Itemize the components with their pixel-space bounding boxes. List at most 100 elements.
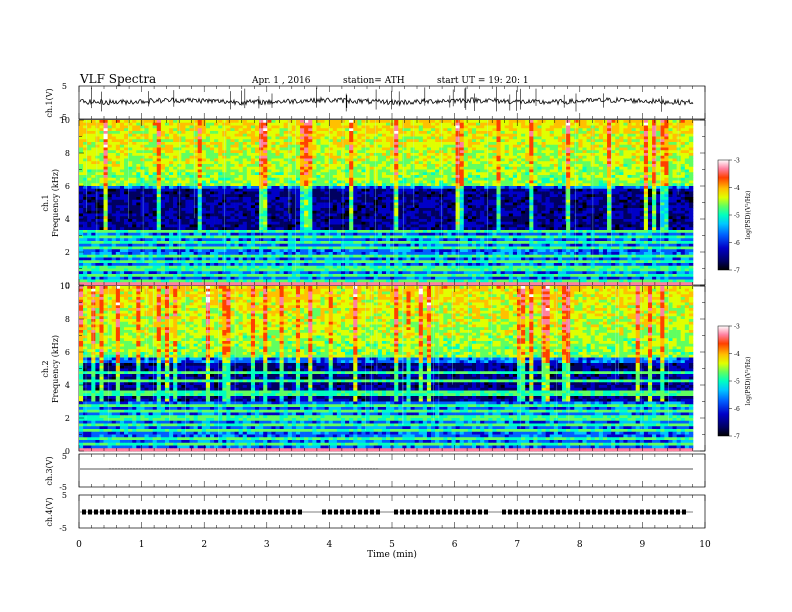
spectrogram-cell [312, 203, 316, 206]
spectrogram-cell [480, 189, 484, 192]
spectrogram-cell [423, 183, 427, 186]
spectrogram-cell [460, 172, 464, 175]
spectrogram-cell [308, 181, 312, 184]
spectrogram-cell [104, 208, 108, 211]
spectrogram-cell [218, 167, 222, 170]
spectrogram-cell [640, 153, 644, 156]
spectrogram-cell [492, 192, 496, 195]
spectrogram-cell [136, 181, 140, 184]
spectrogram-cell [357, 156, 361, 159]
spectrogram-cell [644, 189, 648, 192]
spectrogram-cell [546, 181, 550, 184]
spectrogram-cell [308, 183, 312, 186]
spectrogram-cell [300, 123, 304, 126]
spectrogram-cell [321, 142, 325, 145]
spectrogram-cell [144, 189, 148, 192]
spectrogram-cell [497, 142, 501, 145]
spectrogram-cell [149, 189, 153, 192]
spectrogram-cell [472, 170, 476, 173]
spectrogram-cell [300, 175, 304, 178]
spectrogram-cell [476, 183, 480, 186]
spectrogram-cell [628, 183, 632, 186]
spectrogram-cell [447, 137, 451, 140]
spectrogram-cell [411, 123, 415, 126]
spectrogram-cell [607, 137, 611, 140]
spectrogram-cell [243, 126, 247, 129]
spectrogram-cell [582, 192, 586, 195]
spectrogram-cell [112, 211, 116, 214]
spectrogram-cell [537, 200, 541, 203]
spectrogram-cell [480, 200, 484, 203]
spectrogram-cell [546, 170, 550, 173]
spectrogram-cell [198, 134, 202, 137]
spectrogram-cell [214, 170, 218, 173]
spectrogram-cell [239, 156, 243, 159]
spectrogram-cell [87, 164, 91, 167]
spectrogram-cell [112, 142, 116, 145]
spectrogram-cell [570, 192, 574, 195]
spectrogram-cell [181, 145, 185, 148]
spectrogram-cell [431, 123, 435, 126]
spectrogram-cell [599, 150, 603, 153]
spectrogram-cell [230, 172, 234, 175]
spectrogram-cell [337, 175, 341, 178]
spectrogram-cell [607, 142, 611, 145]
spectrogram-cell [423, 134, 427, 137]
spectrogram-cell [370, 145, 374, 148]
spectrogram-cell [443, 164, 447, 167]
spectrogram-cell [353, 205, 357, 208]
spectrogram-cell [431, 150, 435, 153]
spectrogram-cell [431, 148, 435, 151]
spectrogram-cell [640, 145, 644, 148]
spectrogram-cell [169, 170, 173, 173]
spectrogram-cell [636, 164, 640, 167]
spectrogram-cell [497, 137, 501, 140]
spectrogram-cell [214, 150, 218, 153]
spectrogram-cell [275, 148, 279, 151]
spectrogram-cell [230, 120, 234, 123]
spectrogram-cell [202, 211, 206, 214]
spectrogram-cell [128, 194, 132, 197]
spectrogram-cell [468, 126, 472, 129]
spectrogram-cell [423, 137, 427, 140]
spectrogram-cell [394, 172, 398, 175]
spectrogram-cell [210, 137, 214, 140]
spectrogram-cell [570, 194, 574, 197]
spectrogram-cell [513, 150, 517, 153]
spectrogram-cell [91, 150, 95, 153]
spectrogram-cell [640, 128, 644, 131]
spectrogram-cell [480, 175, 484, 178]
spectrogram-cell [144, 192, 148, 195]
spectrogram-cell [124, 123, 128, 126]
spectrogram-cell [386, 183, 390, 186]
spectrogram-cell [505, 145, 509, 148]
spectrogram-cell [206, 200, 210, 203]
spectrogram-cell [566, 205, 570, 208]
spectrogram-cell [574, 123, 578, 126]
spectrogram-cell [447, 131, 451, 134]
spectrogram-cell [488, 126, 492, 129]
header-start-ut: start UT = 19: 20: 1 [437, 76, 529, 86]
spectrogram-cell [104, 192, 108, 195]
spectrogram-cell [366, 194, 370, 197]
spectrogram-cell [345, 189, 349, 192]
spectrogram-cell [198, 139, 202, 142]
spectrogram-cell [185, 194, 189, 197]
spectrogram-cell [267, 153, 271, 156]
spectrogram-cell [435, 189, 439, 192]
spectrogram-cell [116, 128, 120, 131]
spectrogram-cell [406, 120, 410, 123]
spectrogram-cell [104, 175, 108, 178]
spectrogram-cell [259, 161, 263, 164]
spectrogram-cell [427, 123, 431, 126]
spectrogram-cell [210, 167, 214, 170]
spectrogram-cell [488, 172, 492, 175]
spectrogram-cell [394, 161, 398, 164]
spectrogram-cell [656, 145, 660, 148]
spectrogram-cell [120, 205, 124, 208]
spectrogram-cell [668, 178, 672, 181]
spectrogram-cell [472, 137, 476, 140]
spectrogram-cell [333, 123, 337, 126]
spectrogram-cell [636, 156, 640, 159]
spectrogram-cell [296, 203, 300, 206]
